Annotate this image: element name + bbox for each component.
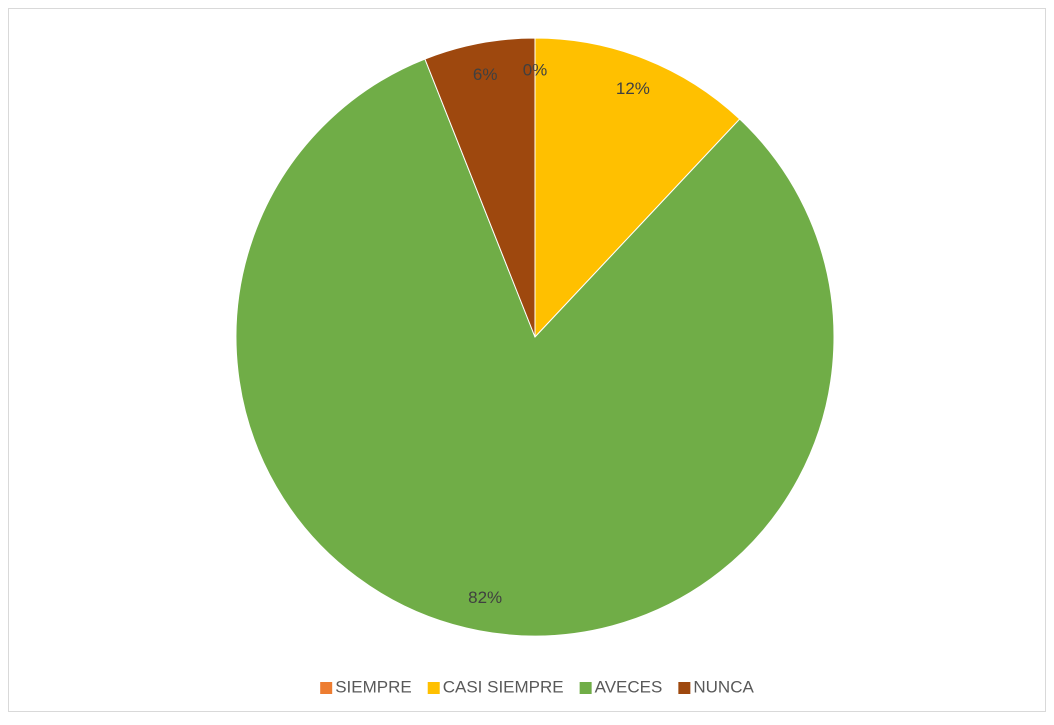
- legend-label: AVECES: [595, 677, 663, 696]
- data-label: 0%: [523, 60, 548, 79]
- legend-swatch: [320, 682, 333, 694]
- legend: SIEMPRE CASI SIEMPRE AVECES NUNCA: [320, 677, 754, 696]
- legend-label: SIEMPRE: [335, 677, 412, 696]
- data-label: 82%: [468, 588, 502, 607]
- legend-swatch: [579, 682, 592, 694]
- legend-swatch: [678, 682, 691, 694]
- pie-slice: [424, 37, 536, 338]
- pie-slice: [534, 37, 741, 339]
- legend-label: NUNCA: [693, 677, 754, 696]
- data-label: 6%: [473, 65, 498, 84]
- data-label: 12%: [616, 79, 650, 98]
- legend-label: CASI SIEMPRE: [443, 677, 564, 696]
- legend-swatch: [427, 682, 440, 694]
- pie-slice: [235, 58, 835, 637]
